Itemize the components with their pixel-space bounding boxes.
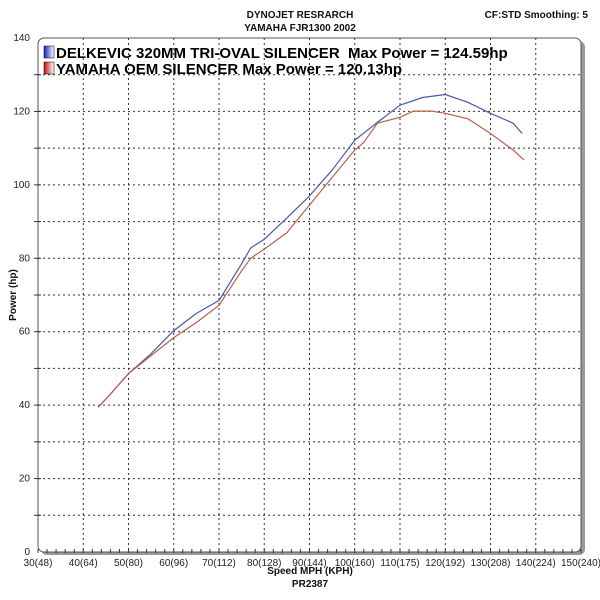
- y-tick-label: 100: [13, 180, 30, 191]
- y-axis-label: Power (hp): [8, 269, 19, 321]
- y-tick-label: 40: [19, 400, 31, 411]
- x-axis-label: Speed MPH (KPH): [267, 566, 353, 577]
- y-tick-label: 80: [19, 253, 31, 264]
- x-tick-label: 110(175): [380, 558, 419, 569]
- x-tick-label: 130(208): [470, 558, 510, 569]
- x-axis-sublabel: PR2387: [292, 579, 329, 590]
- correction-info: CF:STD Smoothing: 5: [484, 10, 588, 21]
- y-tick-label: 120: [13, 106, 30, 117]
- series-line-delkevic: [97, 93, 523, 408]
- x-tick-label: 140(224): [516, 558, 556, 569]
- series-line-oem: [97, 110, 525, 408]
- x-tick-label: 60(96): [159, 558, 188, 569]
- chart-title: DYNOJET RESRARCH: [246, 10, 354, 21]
- x-tick-label: 40(64): [69, 558, 98, 569]
- y-tick-label: 140: [13, 33, 30, 44]
- x-tick-label: 70(112): [202, 558, 236, 569]
- y-tick-label: 60: [19, 327, 31, 338]
- x-tick-label: 50(80): [114, 558, 143, 569]
- x-tick-label: 30(48): [24, 558, 53, 569]
- x-tick-label: 150(240): [561, 558, 600, 569]
- legend-swatch-delkevic: [43, 45, 55, 59]
- legend-label-oem: YAMAHA OEM SILENCER Max Power = 120.13hp: [56, 61, 402, 78]
- y-tick-label: 20: [19, 474, 31, 485]
- x-tick-label: 100(160): [335, 558, 375, 569]
- x-tick-label: 90(144): [292, 558, 326, 569]
- legend: DELKEVIC 320MM TRI-OVAL SILENCER Max Pow…: [43, 45, 508, 78]
- y-tick-label: 0: [24, 547, 30, 558]
- x-tick-label: 120(192): [425, 558, 465, 569]
- x-tick-label: 80(128): [247, 558, 281, 569]
- chart-subtitle: YAMAHA FJR1300 2002: [244, 23, 356, 34]
- legend-label-delkevic: DELKEVIC 320MM TRI-OVAL SILENCER Max Pow…: [56, 45, 508, 62]
- legend-swatch-oem: [43, 61, 55, 75]
